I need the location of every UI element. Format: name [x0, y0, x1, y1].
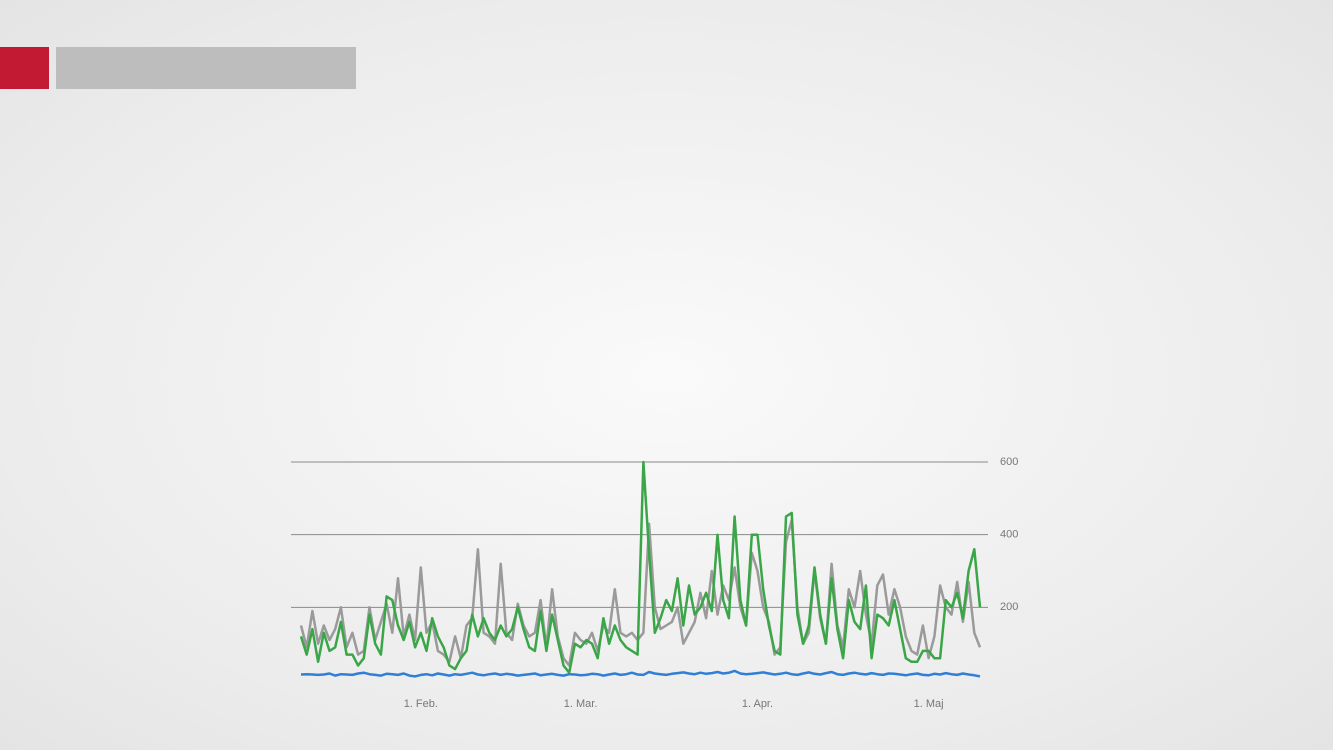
- accent-block: [0, 47, 49, 89]
- title-placeholder: [56, 47, 356, 89]
- y-tick-label: 200: [1000, 601, 1018, 613]
- y-tick-label: 400: [1000, 529, 1018, 541]
- y-tick-label: 600: [1000, 456, 1018, 468]
- x-tick-label: 1. Apr.: [742, 698, 773, 710]
- series-line: [300, 669, 981, 678]
- chart: 200 400 600 1. Feb. 1. Mar. 1. Apr. 1. Maj: [291, 456, 1018, 710]
- x-tick-label: 1. Maj: [914, 698, 944, 710]
- series-line: [299, 518, 982, 667]
- x-tick-label: 1. Mar.: [564, 698, 598, 710]
- x-tick-label: 1. Feb.: [404, 698, 438, 710]
- series-line: [299, 460, 982, 674]
